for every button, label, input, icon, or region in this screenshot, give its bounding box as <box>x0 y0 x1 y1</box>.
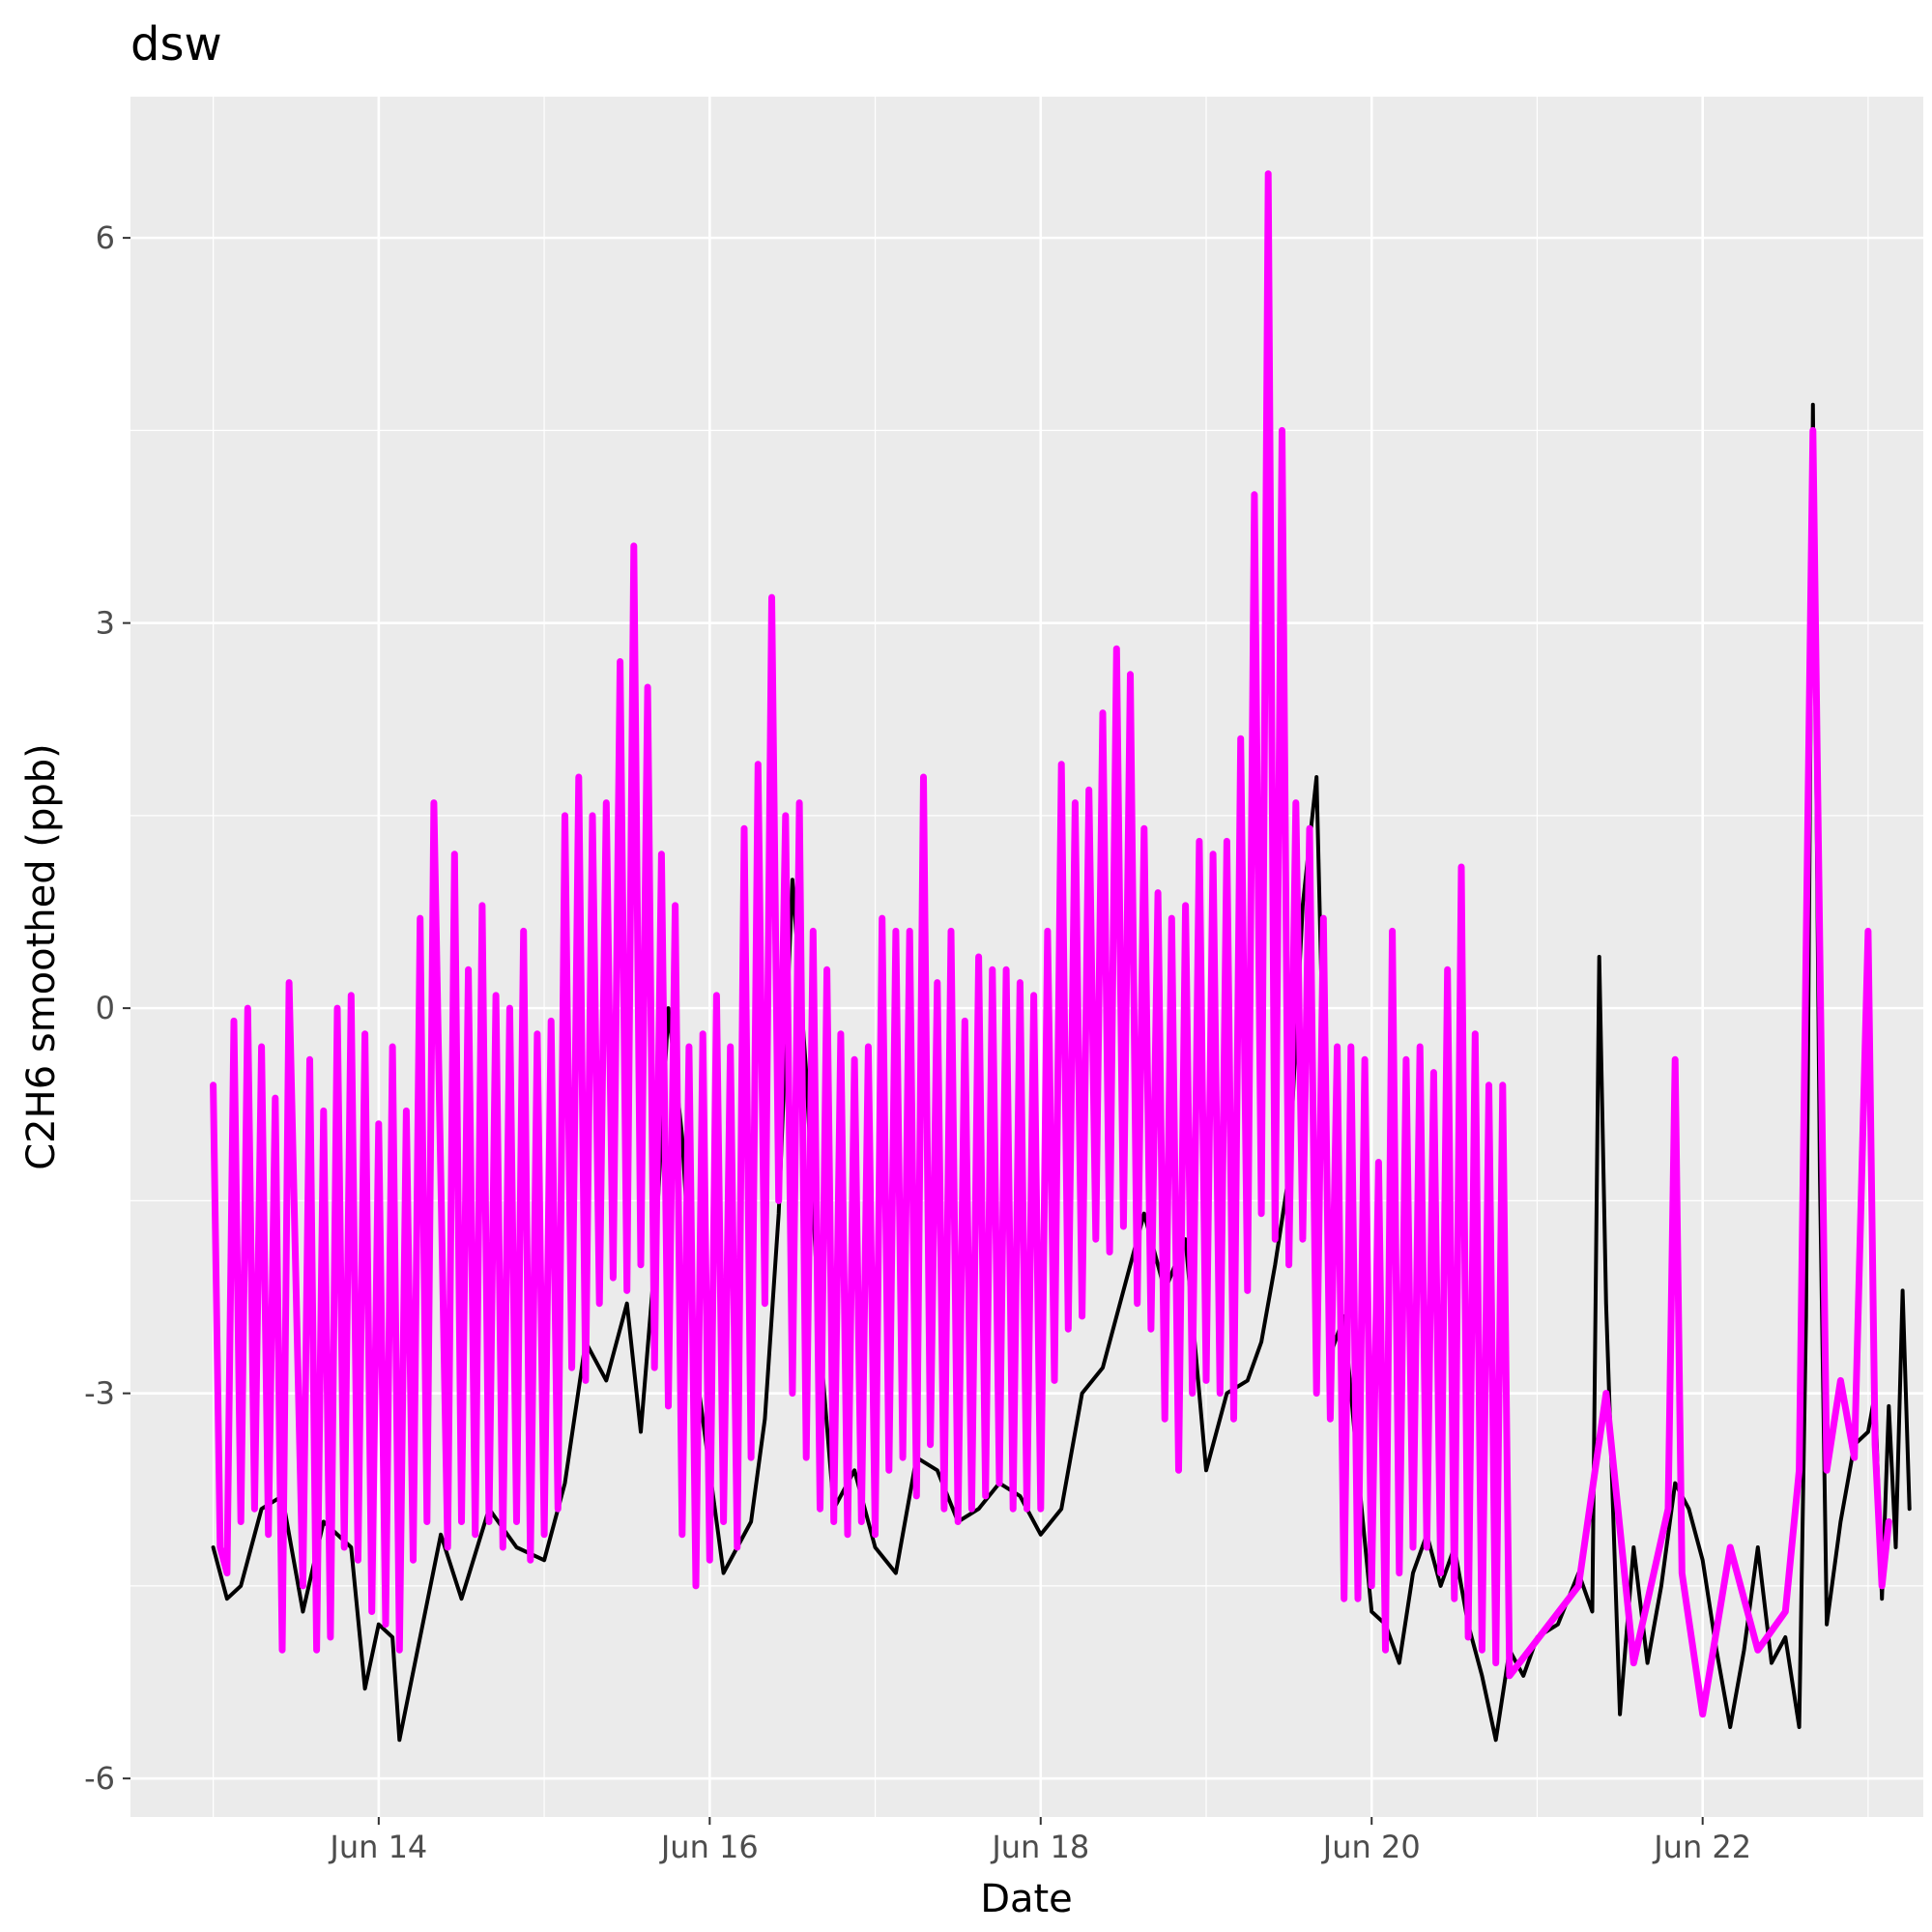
x-tick-label: Jun 14 <box>328 1829 427 1865</box>
y-tick-label: 0 <box>96 990 115 1026</box>
series-line-1 <box>211 402 1912 1743</box>
y-tick-label: 3 <box>96 605 115 642</box>
chart-title: dsw <box>130 17 222 72</box>
x-tick-label: Jun 22 <box>1652 1829 1751 1865</box>
x-tick-label: Jun 16 <box>659 1829 759 1865</box>
y-tick-label: -3 <box>84 1375 115 1412</box>
x-axis-title: Date <box>980 1877 1073 1921</box>
x-tick-label: Jun 20 <box>1321 1829 1421 1865</box>
y-axis: -6 -3 0 3 6 <box>84 219 130 1797</box>
y-tick-label: -6 <box>84 1760 115 1797</box>
y-tick-label: 6 <box>96 219 115 256</box>
x-tick-label: Jun 18 <box>990 1829 1089 1865</box>
series-line-2 <box>210 170 1892 1718</box>
y-axis-title: C2H6 smoothed (ppb) <box>19 743 64 1170</box>
series-layer <box>210 170 1912 1743</box>
x-axis: Jun 14 Jun 16 Jun 18 Jun 20 Jun 22 <box>328 1817 1751 1865</box>
